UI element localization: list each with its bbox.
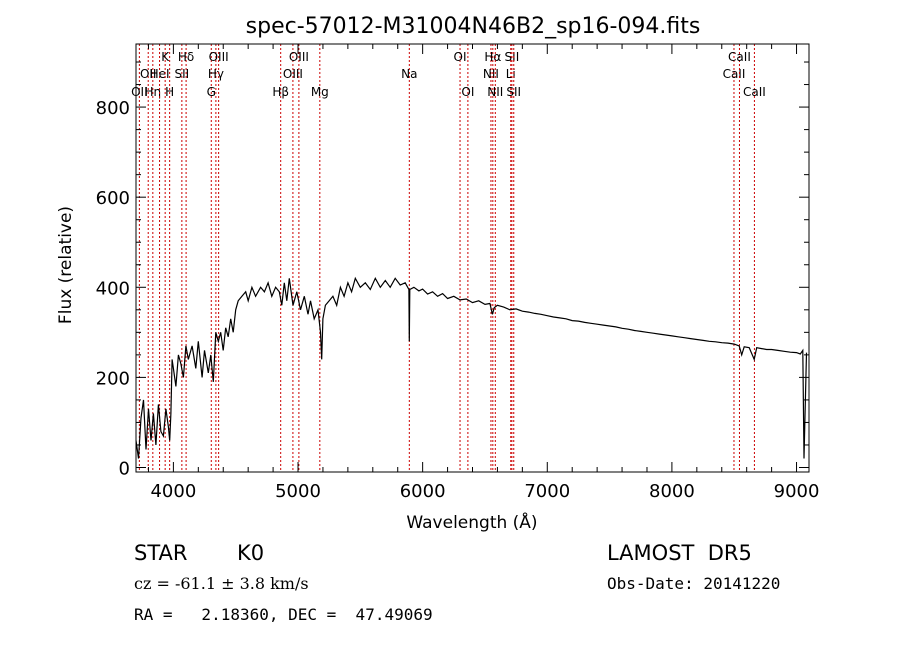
x-axis-ticks: 4000 5000 6000 7000 8000 9000 [147,44,820,502]
ra-dec: RA = 2.18360, DEC = 47.49069 [134,605,433,624]
y-axis-ticks: 0 200 400 600 800 [96,61,809,479]
line-label: K [161,50,170,64]
x-tick-label: 8000 [649,481,695,502]
x-tick-label: 7000 [524,481,570,502]
line-label: Mg [311,85,329,99]
chart-title: spec-57012-M31004N46B2_sp16-094.fits [246,14,701,39]
line-label: OIII [283,67,303,81]
line-label: Hη [145,85,162,99]
line-label: Li [506,67,516,81]
spectrum-line [135,276,808,459]
line-label: SII [175,67,190,81]
x-tick-label: 9000 [774,481,820,502]
line-label: CaII [728,50,751,64]
line-label: CaII [723,67,746,81]
x-tick-label: 5000 [275,481,321,502]
y-axis-label: Flux (relative) [56,206,76,324]
observation-date: Obs-Date: 20141220 [607,574,781,593]
spectral-line-markers: OIIOIIHηHeIKHSIIHδGHγOIIIHβOIIIOIIIMgNaO… [131,44,766,472]
line-label: OIII [289,50,309,64]
line-label: OI [454,50,467,64]
line-label: OIII [209,50,229,64]
y-tick-label: 0 [119,458,130,479]
line-label: OII [131,85,148,99]
spectrum-series [135,276,808,459]
redshift-velocity: cz = -61.1 ± 3.8 km/s [134,574,309,593]
line-label: Hβ [272,85,289,99]
line-label: Hγ [208,67,224,81]
line-label: Hδ [178,50,194,64]
line-label: H [165,85,174,99]
object-class: STAR [134,541,188,565]
line-label: SII [506,85,521,99]
survey-name: LAMOST DR5 [607,541,752,565]
line-label: OI [461,85,474,99]
object-subclass: K0 [237,541,265,565]
line-label: Hα [484,50,501,64]
plot-frame [135,43,810,473]
y-tick-label: 800 [96,98,130,119]
y-tick-label: 200 [96,368,130,389]
line-label: NII [483,67,499,81]
x-tick-label: 6000 [400,481,446,502]
line-label: G [207,85,216,99]
x-axis-label: Wavelength (Å) [406,511,537,533]
line-label: CaII [743,85,766,99]
x-tick-label: 4000 [150,481,196,502]
line-label: Na [401,67,417,81]
line-label: SII [505,50,520,64]
line-label: NII [487,85,503,99]
y-tick-label: 400 [96,278,130,299]
y-tick-label: 600 [96,188,130,209]
line-label: HeI [150,67,170,81]
